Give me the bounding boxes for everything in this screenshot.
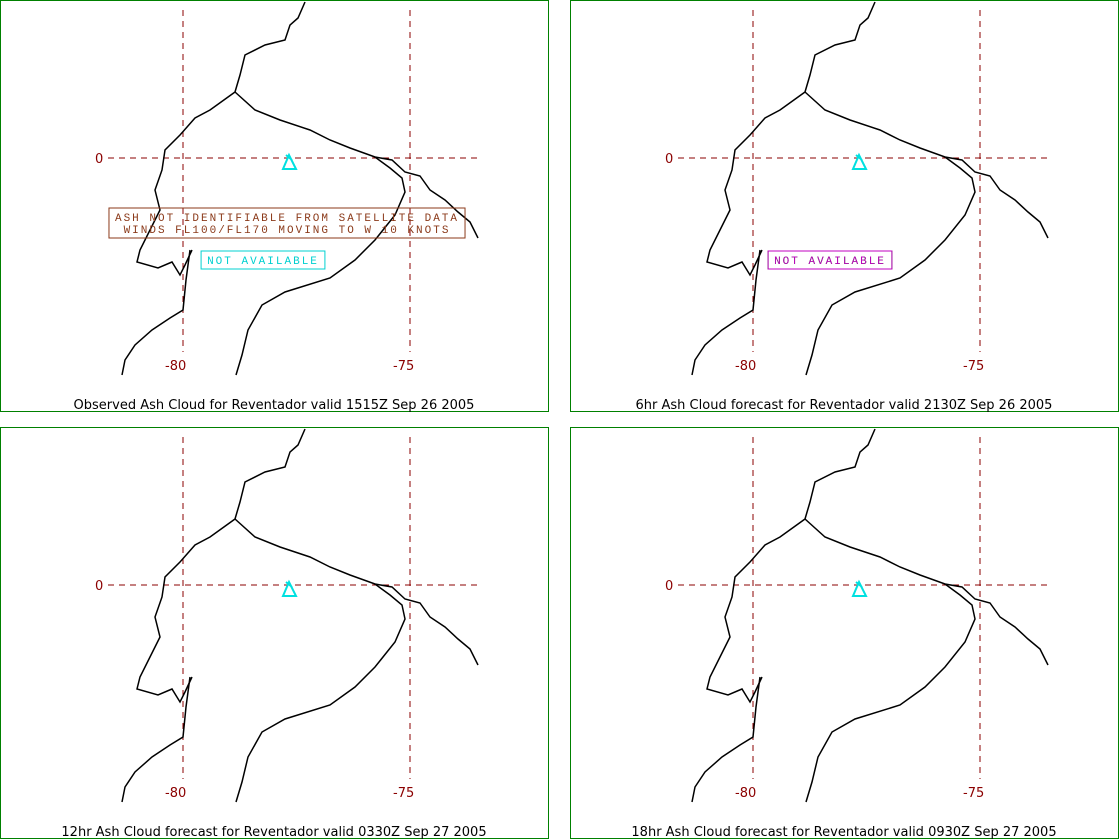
coastline: [136, 1, 306, 277]
map-panel: 0 -80 -75 12hr Ash Cloud forecast for Reven…: [0, 250, 549, 839]
panel-title: 6hr Ash Cloud forecast for Reventador va…: [636, 398, 1053, 413]
coastline: [804, 91, 1049, 239]
lon-label: -75: [963, 359, 984, 374]
map-panel: 0 -80 -75 Observed Ash Cloud for Reventador…: [0, 0, 549, 413]
panel-border: [570, 427, 1119, 839]
panel-border: [0, 0, 549, 412]
lat-label: 0: [665, 579, 673, 594]
message-text: WINDS FL100/FL170 MOVING TO W 10 KNOTS: [124, 225, 451, 237]
coastline: [706, 1, 876, 277]
lon-label: -80: [165, 786, 186, 801]
coastline: [805, 583, 976, 803]
panel-border: [570, 0, 1119, 412]
panel-border: [0, 427, 549, 839]
message-box: [108, 207, 466, 239]
lon-label: -75: [393, 359, 414, 374]
volcano-icon: [851, 579, 868, 597]
coastline: [706, 428, 876, 704]
coastline: [235, 583, 406, 803]
coastline: [136, 428, 306, 704]
lat-label: 0: [95, 579, 103, 594]
lon-label: -80: [735, 786, 756, 801]
volcano-icon: [281, 579, 298, 597]
panel-title: Observed Ash Cloud for Reventador valid …: [74, 398, 475, 413]
message-box: [200, 250, 326, 270]
coastline: [805, 156, 976, 376]
coastline: [235, 156, 406, 376]
coastline: [804, 518, 1049, 666]
coastline: [234, 518, 479, 666]
volcano-icon: [281, 152, 298, 170]
coastline: [121, 249, 191, 376]
lon-label: -75: [963, 786, 984, 801]
map-panel: 0 -80 -75 6hr Ash Cloud forecast for Revent…: [570, 0, 1119, 413]
coastline: [121, 676, 191, 803]
coastline: [691, 249, 761, 376]
lon-label: -75: [393, 786, 414, 801]
message-text: NOT AVAILABLE: [207, 256, 319, 268]
panel-title: 18hr Ash Cloud forecast for Reventador v…: [631, 825, 1056, 839]
message-box: [767, 250, 893, 270]
coastline: [691, 676, 761, 803]
lon-label: -80: [165, 359, 186, 374]
map-panel: 0 -80 -75 18hr Ash Cloud forecast for Reven…: [570, 250, 1119, 839]
lat-label: 0: [95, 152, 103, 167]
message-text: NOT AVAILABLE: [774, 256, 886, 268]
panel-title: 12hr Ash Cloud forecast for Reventador v…: [61, 825, 486, 839]
message-text: ASH NOT IDENTIFIABLE FROM SATELLITE DATA: [115, 213, 459, 225]
volcano-icon: [851, 152, 868, 170]
lat-label: 0: [665, 152, 673, 167]
lon-label: -80: [735, 359, 756, 374]
message-text: NOT AVAILABLE: [774, 256, 886, 268]
